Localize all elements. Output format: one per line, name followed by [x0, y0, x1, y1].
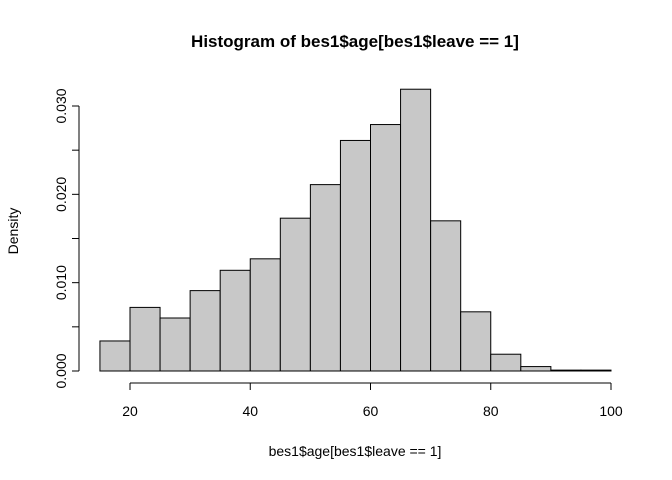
histogram-bar: [430, 220, 462, 372]
x-tick-label: 80: [483, 403, 499, 419]
y-tick-label: 0.020: [53, 177, 69, 212]
y-axis-label: Density: [5, 208, 21, 255]
histogram-bar: [490, 353, 522, 372]
histogram-bar: [159, 317, 191, 372]
histogram-bar: [400, 88, 432, 372]
histogram-bar: [129, 306, 161, 372]
x-axis: 20 40 60 80 100: [122, 382, 623, 419]
histogram-bar: [279, 217, 311, 372]
y-axis: 0.000 0.010 0.020 0.030: [53, 88, 80, 389]
histogram-bar: [249, 258, 281, 372]
y-tick-label: 0.030: [53, 88, 69, 123]
histogram-bar: [370, 124, 402, 372]
x-tick-label: 100: [599, 403, 623, 419]
x-tick-label: 20: [122, 403, 138, 419]
x-tick-label: 60: [363, 403, 379, 419]
histogram-bar: [219, 269, 251, 372]
histogram-bar: [460, 311, 492, 372]
y-tick-label: 0.010: [53, 265, 69, 300]
y-tick-label: 0.000: [53, 353, 69, 388]
histogram-bar: [550, 369, 582, 372]
histogram-bar: [189, 290, 221, 372]
chart-title: Histogram of bes1$age[bes1$leave == 1]: [191, 32, 519, 51]
bars-group: [99, 88, 612, 372]
x-axis-label: bes1$age[bes1$leave == 1]: [269, 443, 442, 459]
histogram-bar: [339, 139, 371, 372]
histogram-bar: [99, 340, 131, 372]
histogram-bar: [520, 366, 552, 372]
x-tick-label: 40: [242, 403, 258, 419]
histogram-bar: [580, 369, 612, 372]
histogram-bar: [309, 184, 341, 372]
